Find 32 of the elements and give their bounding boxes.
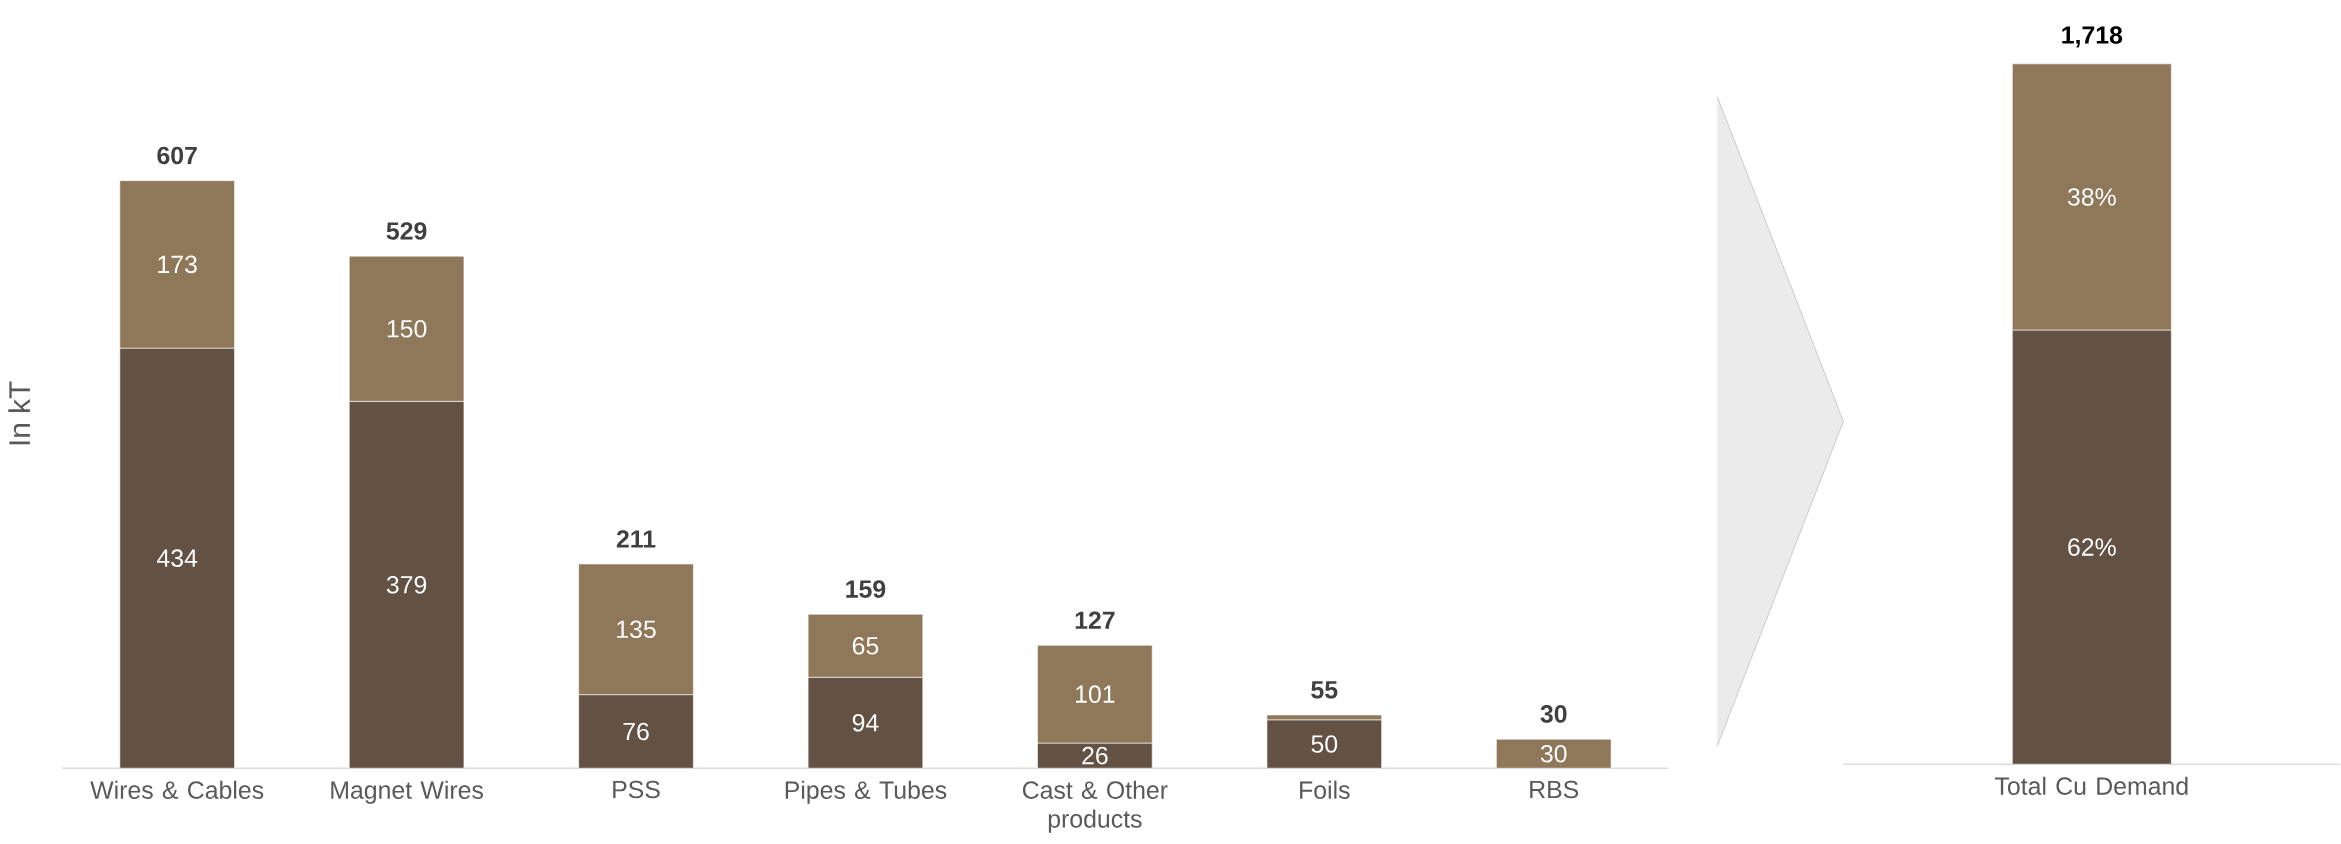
total-label: 30	[1540, 705, 1567, 723]
total-label: 127	[1075, 611, 1115, 629]
data-label: 173	[158, 255, 197, 274]
data-label: 50	[1311, 735, 1338, 753]
data-label: 38%	[2067, 188, 2116, 206]
x-tick-label: PSS	[613, 780, 660, 799]
x-tick-label: Pipes & Tubes	[785, 780, 947, 804]
total-label: 211	[616, 530, 656, 548]
data-label: 76	[623, 722, 649, 741]
total-label: 607	[157, 146, 197, 165]
x-tick-label: Wires & Cables	[90, 780, 264, 800]
x-tick-label: Total Cu Demand	[1995, 776, 2188, 796]
data-label: 30	[1540, 745, 1567, 763]
data-label: 94	[852, 714, 879, 732]
data-label: 150	[387, 320, 427, 338]
data-label: 65	[852, 637, 879, 655]
data-label: 101	[1076, 685, 1115, 704]
total-label: 159	[846, 580, 886, 598]
x-tick-label: RBS	[1530, 780, 1579, 799]
data-label: 62%	[2068, 538, 2116, 557]
bar	[1496, 738, 1612, 769]
x-tick-label: Cast & Other products	[1022, 780, 1168, 833]
y-axis-title: In kT	[8, 381, 30, 445]
x-tick-label: Foils	[1300, 780, 1350, 800]
data-label: 434	[157, 549, 198, 568]
data-label: 26	[1082, 746, 1108, 765]
x-tick-label: Magnet Wires	[331, 780, 483, 804]
data-label: 379	[386, 576, 427, 594]
annotation: 1,718	[2062, 26, 2123, 48]
data-label: 135	[617, 620, 656, 639]
total-label: 529	[386, 222, 427, 240]
total-label: 55	[1311, 681, 1338, 699]
